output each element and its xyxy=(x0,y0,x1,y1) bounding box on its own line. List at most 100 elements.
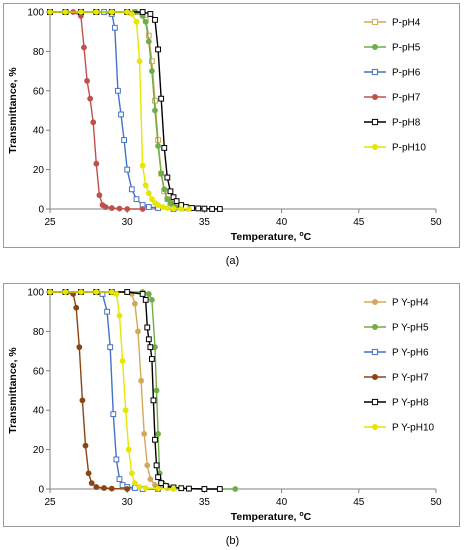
chart-b-series-1-point-8 xyxy=(149,296,155,303)
chart-b-series-4-point-14 xyxy=(153,462,160,469)
chart-a-x-axis-label: Temperature, oC xyxy=(231,231,312,243)
chart-a-series-3-point-13 xyxy=(116,205,123,212)
chart-b-legend-marker-2 xyxy=(371,348,379,356)
chart-a-series-5-point-7 xyxy=(133,18,140,25)
chart-b-series-2-point-9 xyxy=(116,476,123,483)
chart-b-series-4-point-7 xyxy=(142,296,149,303)
chart-a-series-4-point-13 xyxy=(167,188,174,195)
chart-a-series-3-point-6 xyxy=(87,95,94,102)
chart-b-series-5-point-4 xyxy=(108,289,115,295)
chart-b-x-tick-label-0: 25 xyxy=(44,497,56,508)
chart-a-series-line-3 xyxy=(50,11,143,210)
chart-a-y-axis-label: Transmittance, % xyxy=(7,67,19,154)
chart-b-legend-marker-4 xyxy=(371,398,379,406)
chart-a-series-1-point-12 xyxy=(155,143,161,149)
chart-b-series-0-point-8 xyxy=(135,328,141,335)
chart-a-series-5-point-14 xyxy=(155,202,161,208)
chart-b-series-4-point-11 xyxy=(149,356,155,362)
chart-a-series-4-point-22 xyxy=(216,206,223,212)
chart-b-y-tick-label-1: 20 xyxy=(33,445,45,456)
chart-a-x-tick-label-3: 40 xyxy=(276,217,288,228)
chart-b-series-1-point-7 xyxy=(145,291,152,297)
chart-a-series-2-point-14 xyxy=(145,204,152,210)
chart-b-series-4-point-20 xyxy=(186,485,192,492)
chart-b-y-tick-label-3: 60 xyxy=(33,366,45,377)
chart-a-legend-marker-5 xyxy=(371,143,378,150)
chart-b-series-1-point-20 xyxy=(232,486,239,492)
chart-b-series-5-point-5 xyxy=(113,291,120,297)
chart-b-legend-marker-1 xyxy=(371,324,378,331)
chart-a-series-5-point-15 xyxy=(159,204,166,210)
chart-a-series-4-point-15 xyxy=(173,198,180,205)
chart-b-series-3-point-5 xyxy=(79,397,86,404)
chart-a-legend-marker-0 xyxy=(371,18,379,26)
chart-b-legend-label-4: P Y-pH8 xyxy=(392,398,429,409)
chart-a-series-3-point-5 xyxy=(84,78,90,84)
chart-b-legend-label-2: P Y-pH6 xyxy=(392,348,429,359)
chart-a-y-tick-label-3: 60 xyxy=(33,86,45,97)
chart-b-series-line-5 xyxy=(50,291,174,490)
chart-a-x-tick-label-0: 25 xyxy=(44,217,56,228)
chart-a-series-5-point-6 xyxy=(128,11,135,17)
chart-b-svg: 25 30 35 40 45 50 0 20 40 60 80 100 Temperature, oC T… xyxy=(7,288,442,524)
chart-b-series-2-point-10 xyxy=(119,482,126,488)
chart-a-series-2-point-11 xyxy=(128,186,135,193)
chart-a-series-4-point-14 xyxy=(170,194,177,201)
chart-b-series-4-point-15 xyxy=(155,474,161,481)
chart-a-x-tick-label-5: 50 xyxy=(430,217,442,228)
chart-a-series-3-point-9 xyxy=(96,192,103,199)
chart-b-series-5-point-13 xyxy=(142,485,149,491)
chart-b-x-tick-label-4: 45 xyxy=(353,497,365,508)
chart-a-series-1-point-15 xyxy=(164,196,171,203)
chart-b-x-axis-label: Temperature, oC xyxy=(231,511,312,523)
chart-a-legend-marker-1 xyxy=(371,44,378,51)
chart-a-series-2-point-10 xyxy=(124,166,131,173)
chart-a-series-line-0 xyxy=(50,11,205,210)
chart-a-series-5-point-3 xyxy=(93,9,100,15)
chart-b-legend-label-0: P Y-pH4 xyxy=(392,298,429,309)
chart-a-series-2-point-7 xyxy=(115,87,121,94)
chart-a-y-tick-label-2: 40 xyxy=(33,126,45,137)
chart-a-series-4-point-7 xyxy=(147,11,154,17)
chart-a-series-1-point-10 xyxy=(149,68,155,74)
chart-b-series-2-point-7 xyxy=(110,411,117,418)
chart-b-series-4-point-17 xyxy=(162,483,169,489)
chart-a-series-3-point-15 xyxy=(139,206,146,212)
chart-b-y-tick-label-2: 40 xyxy=(33,406,45,417)
chart-a-series-3-point-4 xyxy=(81,44,87,51)
chart-b-series-3-point-9 xyxy=(93,484,100,490)
chart-a-series-1-point-9 xyxy=(145,38,152,45)
chart-a-legend-marker-4 xyxy=(371,118,379,126)
chart-b-series-0-point-9 xyxy=(138,377,144,384)
chart-b-series-4-point-12 xyxy=(150,397,157,404)
chart-b-series-3-point-7 xyxy=(85,470,92,477)
chart-b-series-5-point-0 xyxy=(47,289,53,295)
chart-a-series-line-4 xyxy=(50,11,220,210)
chart-panel-a: 25 30 35 40 45 50 0 20 40 60 80 100 Temperature, oC T… xyxy=(3,3,460,248)
chart-a-series-5-point-12 xyxy=(149,196,155,203)
chart-a-series-4-point-10 xyxy=(158,95,165,102)
chart-a-series-4-point-6 xyxy=(139,9,146,15)
chart-a-series-5-point-5 xyxy=(124,9,131,15)
chart-a-svg: 25 30 35 40 45 50 0 20 40 60 80 100 Temperature, oC T… xyxy=(7,8,442,244)
chart-b-legend-marker-3 xyxy=(371,374,378,381)
chart-a-series-5-point-2 xyxy=(77,9,84,15)
chart-b-series-5-point-11 xyxy=(132,480,138,486)
chart-b-series-4-point-16 xyxy=(158,480,165,486)
chart-b-y-tick-label-0: 0 xyxy=(38,485,44,496)
chart-b-y-axis-label: Transmittance, % xyxy=(7,347,19,434)
chart-a-series-4-point-11 xyxy=(161,145,168,151)
chart-b-legend-label-1: P Y-pH5 xyxy=(392,323,429,334)
chart-b-series-5-point-14 xyxy=(155,485,161,492)
chart-a-series-4-point-21 xyxy=(209,206,216,212)
chart-a-series-0-point-10 xyxy=(149,58,155,65)
chart-b-y-tick-label-4: 80 xyxy=(33,327,45,338)
chart-a-series-5-point-1 xyxy=(62,9,69,15)
chart-b-x-tick-label-5: 50 xyxy=(430,497,442,508)
chart-b-series-5-point-2 xyxy=(77,289,84,295)
chart-b-series-5-point-1 xyxy=(62,289,69,295)
chart-a-series-5-point-8 xyxy=(136,58,143,65)
chart-a-legend-label-2: P-pH6 xyxy=(392,68,421,79)
chart-b-series-4-point-13 xyxy=(152,436,158,443)
chart-b-series-5-point-15 xyxy=(170,486,177,492)
